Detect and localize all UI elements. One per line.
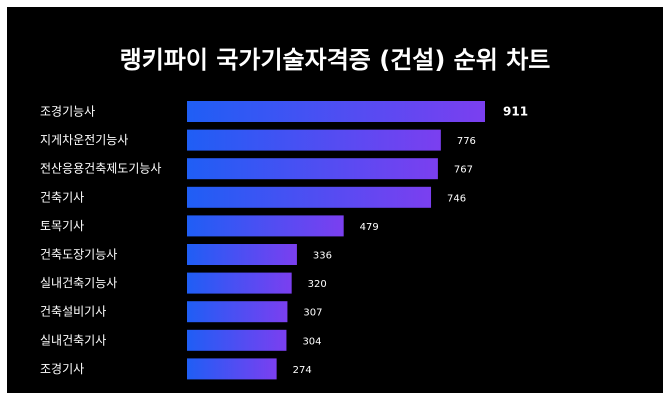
category-label: 실내건축기능사: [40, 276, 117, 290]
chart-title: 랭키파이 국가기술자격증 (건설) 순위 차트: [119, 46, 551, 74]
data-label: 307: [303, 308, 322, 319]
bar: [187, 101, 485, 122]
bar: [187, 329, 287, 351]
data-label: 767: [454, 165, 473, 176]
data-label: 776: [457, 136, 476, 147]
category-label: 건축기사: [40, 190, 84, 204]
bar: [187, 215, 344, 237]
data-label: 274: [293, 365, 312, 376]
category-label: 토목기사: [40, 219, 84, 233]
bar: [187, 158, 438, 180]
data-label: 746: [447, 193, 466, 204]
bar: [187, 272, 292, 294]
category-label: 조경기사: [40, 362, 84, 376]
bar: [187, 186, 432, 208]
category-label: 지게차운전기능사: [40, 133, 128, 147]
bar: [187, 244, 297, 265]
category-label: 조경기능사: [40, 105, 95, 119]
data-label: 336: [313, 251, 332, 262]
category-label: 전산응용건축제도기능사: [40, 162, 161, 176]
bar: [187, 129, 441, 151]
bar: [187, 358, 277, 380]
data-label: 304: [302, 336, 321, 347]
category-label: 건축도장기능사: [40, 248, 117, 262]
data-label: 479: [360, 222, 379, 233]
bar: [187, 301, 288, 323]
data-label: 911: [503, 105, 528, 119]
data-label: 320: [308, 279, 327, 290]
category-label: 실내건축기사: [40, 333, 106, 347]
category-label: 건축설비기사: [40, 305, 106, 319]
